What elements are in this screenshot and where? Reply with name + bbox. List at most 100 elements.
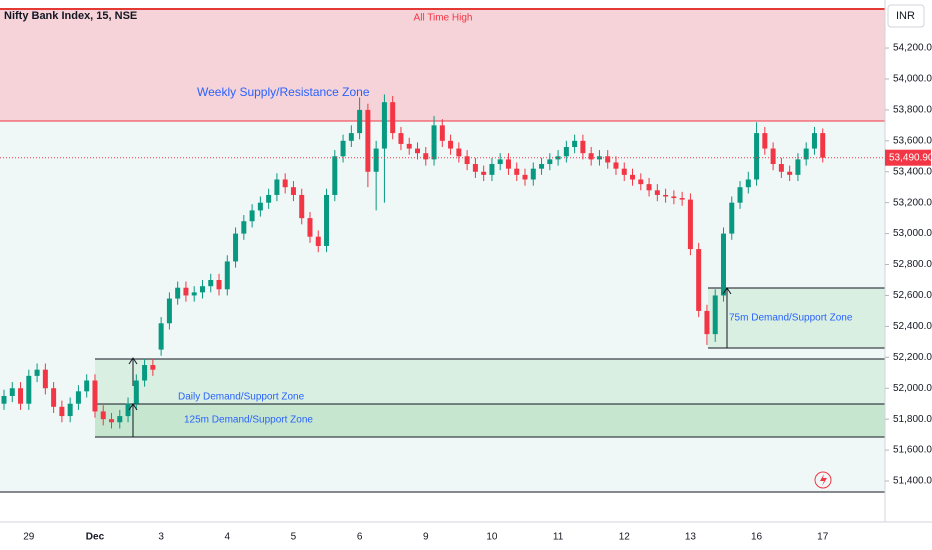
candle-body — [59, 406, 65, 417]
candle-body — [539, 164, 545, 169]
candle-body — [704, 310, 710, 335]
candle-body — [67, 403, 73, 417]
candle-body — [415, 148, 420, 154]
candle-body — [340, 140, 346, 157]
candle-body — [199, 286, 205, 293]
candle-body — [505, 159, 511, 169]
x-tick-label: 9 — [423, 532, 429, 543]
candle-body — [729, 202, 735, 234]
candle-body — [51, 388, 57, 407]
candle-body — [1, 395, 7, 404]
candle-body — [431, 125, 437, 160]
candle-body — [241, 221, 247, 234]
candle-body — [720, 233, 726, 296]
y-tick-label: 51,400.00 — [893, 476, 932, 487]
candle-body — [712, 295, 718, 335]
candle-body — [754, 133, 760, 180]
candle-body — [406, 143, 412, 149]
candle-body — [158, 323, 164, 350]
x-tick-label: 17 — [817, 532, 829, 543]
candle-body — [439, 125, 445, 141]
candle-body — [613, 162, 619, 169]
candle-body — [290, 187, 296, 195]
candle-body — [472, 164, 478, 172]
candle-body — [324, 194, 330, 246]
candle-body — [266, 194, 272, 203]
candle-body — [654, 190, 660, 195]
candle-body — [42, 369, 48, 389]
alert-icon[interactable] — [814, 471, 832, 489]
candle-body — [26, 375, 32, 404]
x-tick-label: 5 — [291, 532, 297, 543]
candle-body — [580, 140, 586, 154]
y-tick-label: 53,400.00 — [893, 166, 932, 177]
candle-body — [803, 148, 809, 160]
candle-body — [142, 365, 148, 381]
candle-body — [166, 298, 172, 324]
candle-body — [282, 179, 288, 188]
x-tick-label: 13 — [685, 532, 697, 543]
candle-body — [770, 148, 776, 165]
y-tick-label: 53,200.00 — [893, 197, 932, 208]
arrow — [128, 287, 732, 437]
y-tick-label: 52,800.00 — [893, 259, 932, 270]
zone — [95, 404, 885, 437]
zones — [0, 8, 885, 438]
candle-body — [365, 109, 371, 172]
currency: INR — [896, 10, 915, 22]
y-tick-label: 52,400.00 — [893, 321, 932, 332]
last-price-label: 53,490.90 — [889, 152, 932, 163]
candle-body — [522, 174, 528, 180]
x-tick-label: 4 — [225, 532, 231, 543]
candle-body — [208, 279, 214, 287]
currency-box[interactable] — [887, 4, 925, 28]
candle-body — [646, 184, 652, 191]
candle-body — [381, 102, 387, 149]
candle-body — [315, 236, 321, 246]
zone — [0, 8, 885, 122]
candle-body — [514, 168, 520, 175]
candle-body — [9, 388, 15, 396]
candle-body — [84, 380, 90, 392]
candle-body — [448, 140, 454, 149]
zone-label: All Time High — [414, 13, 473, 24]
y-tick-label: 53,600.00 — [893, 135, 932, 146]
x-tick-label: 12 — [619, 532, 631, 543]
candle-body — [588, 153, 594, 160]
candle-body — [100, 411, 106, 420]
y-tick-label: 52,600.00 — [893, 290, 932, 301]
last-price-box — [885, 149, 931, 166]
candle-body — [464, 156, 470, 165]
x-tick-label: 6 — [357, 532, 363, 543]
x-tick-label: 10 — [486, 532, 498, 543]
alert-icon-bolt — [820, 474, 827, 486]
candle-body — [423, 153, 429, 160]
candle-body — [787, 171, 793, 175]
candle-body — [348, 133, 354, 141]
candle-body — [621, 168, 627, 175]
candle-body — [390, 102, 396, 134]
candle-body — [92, 380, 98, 412]
candles — [1, 94, 826, 429]
candle-body — [663, 194, 669, 197]
candle-body — [687, 199, 693, 250]
candle-body — [34, 369, 40, 376]
candle-body — [307, 218, 313, 237]
candle-body — [18, 388, 24, 404]
candle-body — [109, 419, 115, 423]
candle-body — [75, 391, 81, 404]
candle-body — [737, 187, 743, 203]
candle-body — [572, 140, 578, 148]
candle-body — [373, 148, 379, 172]
y-tick-label: 52,200.00 — [893, 352, 932, 363]
zone — [708, 288, 885, 349]
candle-body — [224, 261, 230, 290]
candle-body — [497, 159, 503, 165]
x-tick-label: 11 — [553, 532, 564, 543]
candle-body — [696, 249, 702, 311]
candle-body — [332, 156, 338, 195]
candle-body — [795, 159, 801, 175]
candle-body — [456, 148, 462, 157]
chart-title: Nifty Bank Index, 15, NSE — [4, 10, 137, 22]
candle-body — [183, 287, 189, 296]
